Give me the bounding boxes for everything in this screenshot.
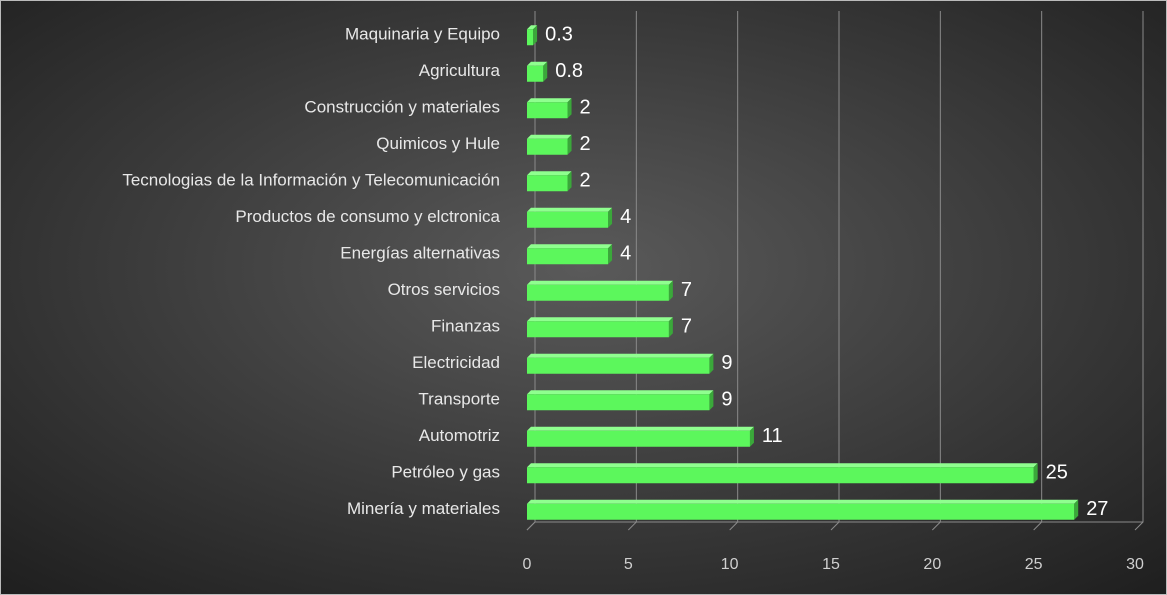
data-label: 2 (580, 97, 591, 119)
data-label: 0.8 (555, 60, 583, 82)
bar (527, 321, 669, 338)
y-tick-label: Finanzas (431, 317, 500, 336)
bar (527, 175, 568, 192)
data-label: 0.3 (545, 24, 573, 46)
y-tick-label: Automotriz (419, 426, 500, 445)
y-tick-label: Energías alternativas (340, 244, 500, 263)
bar-side (749, 426, 754, 447)
y-tick-label: Quimicos y Hule (376, 134, 500, 153)
bar-top (527, 463, 1038, 468)
x-tick-label: 25 (1025, 556, 1043, 573)
grid-line (1134, 11, 1144, 531)
grid-line (1033, 11, 1043, 531)
y-tick-label: Electricidad (412, 353, 500, 372)
grid-line (931, 11, 941, 531)
y-tick-label: Construcción y materiales (304, 98, 500, 117)
bar (527, 284, 669, 301)
bar-side (668, 280, 673, 301)
bar-top (527, 98, 572, 103)
bar-top (527, 61, 548, 66)
bar-top (527, 280, 673, 285)
grid-line (627, 11, 637, 531)
x-tick-label: 0 (523, 556, 532, 573)
grid-line (830, 11, 840, 531)
x-tick-label: 20 (923, 556, 941, 573)
bar-side (608, 207, 613, 228)
bar-top (527, 25, 538, 30)
bar (527, 467, 1034, 484)
data-label: 2 (580, 133, 591, 155)
x-tick-label: 5 (624, 556, 633, 573)
bar-side (1074, 499, 1079, 520)
x-tick-label: 10 (721, 556, 739, 573)
bar-side (533, 25, 538, 46)
data-label: 27 (1086, 498, 1108, 520)
y-tick-label: Petróleo y gas (391, 463, 500, 482)
bar (527, 248, 609, 265)
bar (527, 394, 710, 411)
bar-side (709, 390, 714, 411)
data-label: 11 (762, 425, 783, 447)
bar-side (1033, 463, 1038, 484)
bar-top (527, 244, 613, 249)
x-tick-label: 30 (1126, 556, 1144, 573)
bar-side (608, 244, 613, 265)
bar-side (567, 98, 572, 119)
bar-top (527, 171, 572, 176)
bar-side (567, 134, 572, 155)
bar-top (527, 426, 754, 431)
data-label: 2 (580, 170, 591, 192)
y-tick-label: Transporte (418, 390, 500, 409)
bar-side (567, 171, 572, 192)
data-label: 25 (1046, 462, 1068, 484)
data-label: 4 (620, 243, 631, 265)
bar (527, 503, 1075, 520)
data-label: 9 (721, 352, 732, 374)
bar-top (527, 499, 1079, 504)
bar (527, 102, 568, 119)
y-tick-label: Tecnologias de la Información y Telecomu… (122, 171, 500, 190)
x-tick-label: 15 (822, 556, 840, 573)
bar (527, 65, 544, 82)
y-tick-label: Maquinaria y Equipo (345, 25, 500, 44)
bar (527, 211, 609, 228)
y-tick-label: Productos de consumo y elctronica (235, 207, 500, 226)
bar-side (668, 317, 673, 338)
bar (527, 29, 534, 46)
y-tick-label: Minería y materiales (347, 499, 500, 518)
bar-top (527, 317, 673, 322)
data-label: 7 (681, 316, 692, 338)
bar-side (543, 61, 548, 82)
bar-top (527, 353, 714, 358)
data-label: 9 (721, 389, 732, 411)
bar-top (527, 134, 572, 139)
bar (527, 430, 750, 447)
y-tick-label: Agricultura (419, 61, 501, 80)
bar (527, 138, 568, 155)
data-label: 4 (620, 206, 631, 228)
bar-top (527, 207, 613, 212)
bar-side (709, 353, 714, 374)
data-label: 7 (681, 279, 692, 301)
bar (527, 357, 710, 374)
grid-line (729, 11, 739, 531)
bar-top (527, 390, 714, 395)
y-tick-label: Otros servicios (388, 280, 500, 299)
